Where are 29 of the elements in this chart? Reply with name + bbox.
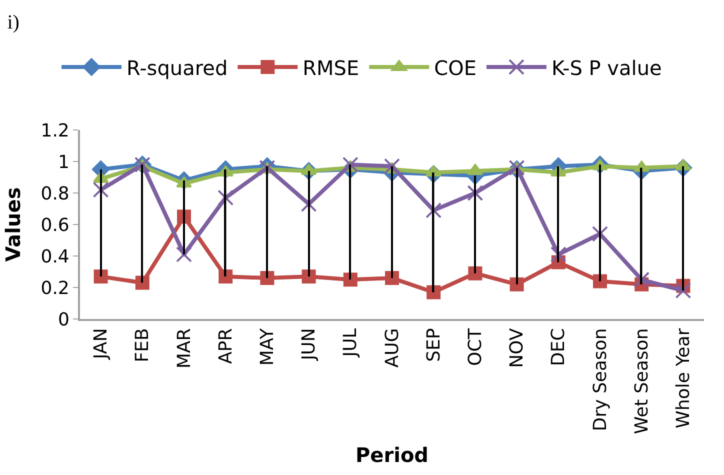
y-tick-label: 0.4: [40, 246, 70, 268]
legend-label: RMSE: [302, 56, 360, 80]
y-tick-label: 0.6: [40, 214, 70, 236]
legend-label: K-S P value: [551, 56, 662, 80]
x-tick-label: JUL: [340, 328, 362, 358]
x-tick-label: Wet Season: [631, 328, 652, 434]
legend-label: R-squared: [126, 56, 228, 80]
x-tick-label: APR: [215, 328, 236, 364]
x-tick-label: NOV: [506, 328, 528, 368]
x-tick-label: Dry Season: [590, 328, 611, 432]
x-tick-label: MAR: [174, 328, 195, 369]
y-tick-label: 0: [58, 309, 70, 330]
x-tick-label: FEB: [132, 328, 154, 362]
y-axis-title: Values: [0, 187, 25, 262]
x-tick-label: AUG: [382, 328, 403, 368]
y-tick-label: 0.8: [40, 183, 70, 204]
y-tick-label: 1.2: [40, 120, 70, 142]
x-tick-label: MAY: [257, 327, 278, 366]
x-tick-label: DEC: [548, 328, 570, 366]
x-tick-label: OCT: [465, 327, 486, 366]
x-tick-label: Whole Year: [673, 328, 694, 428]
x-tick-label: JAN: [90, 328, 112, 360]
x-tick-label: SEP: [423, 328, 444, 362]
x-tick-label: JUN: [298, 328, 320, 362]
chart-title: i): [7, 11, 20, 34]
x-axis-title: Period: [356, 443, 428, 468]
y-tick-label: 0.2: [40, 278, 70, 299]
legend-label: COE: [434, 56, 476, 80]
y-tick-label: 1: [58, 152, 70, 173]
